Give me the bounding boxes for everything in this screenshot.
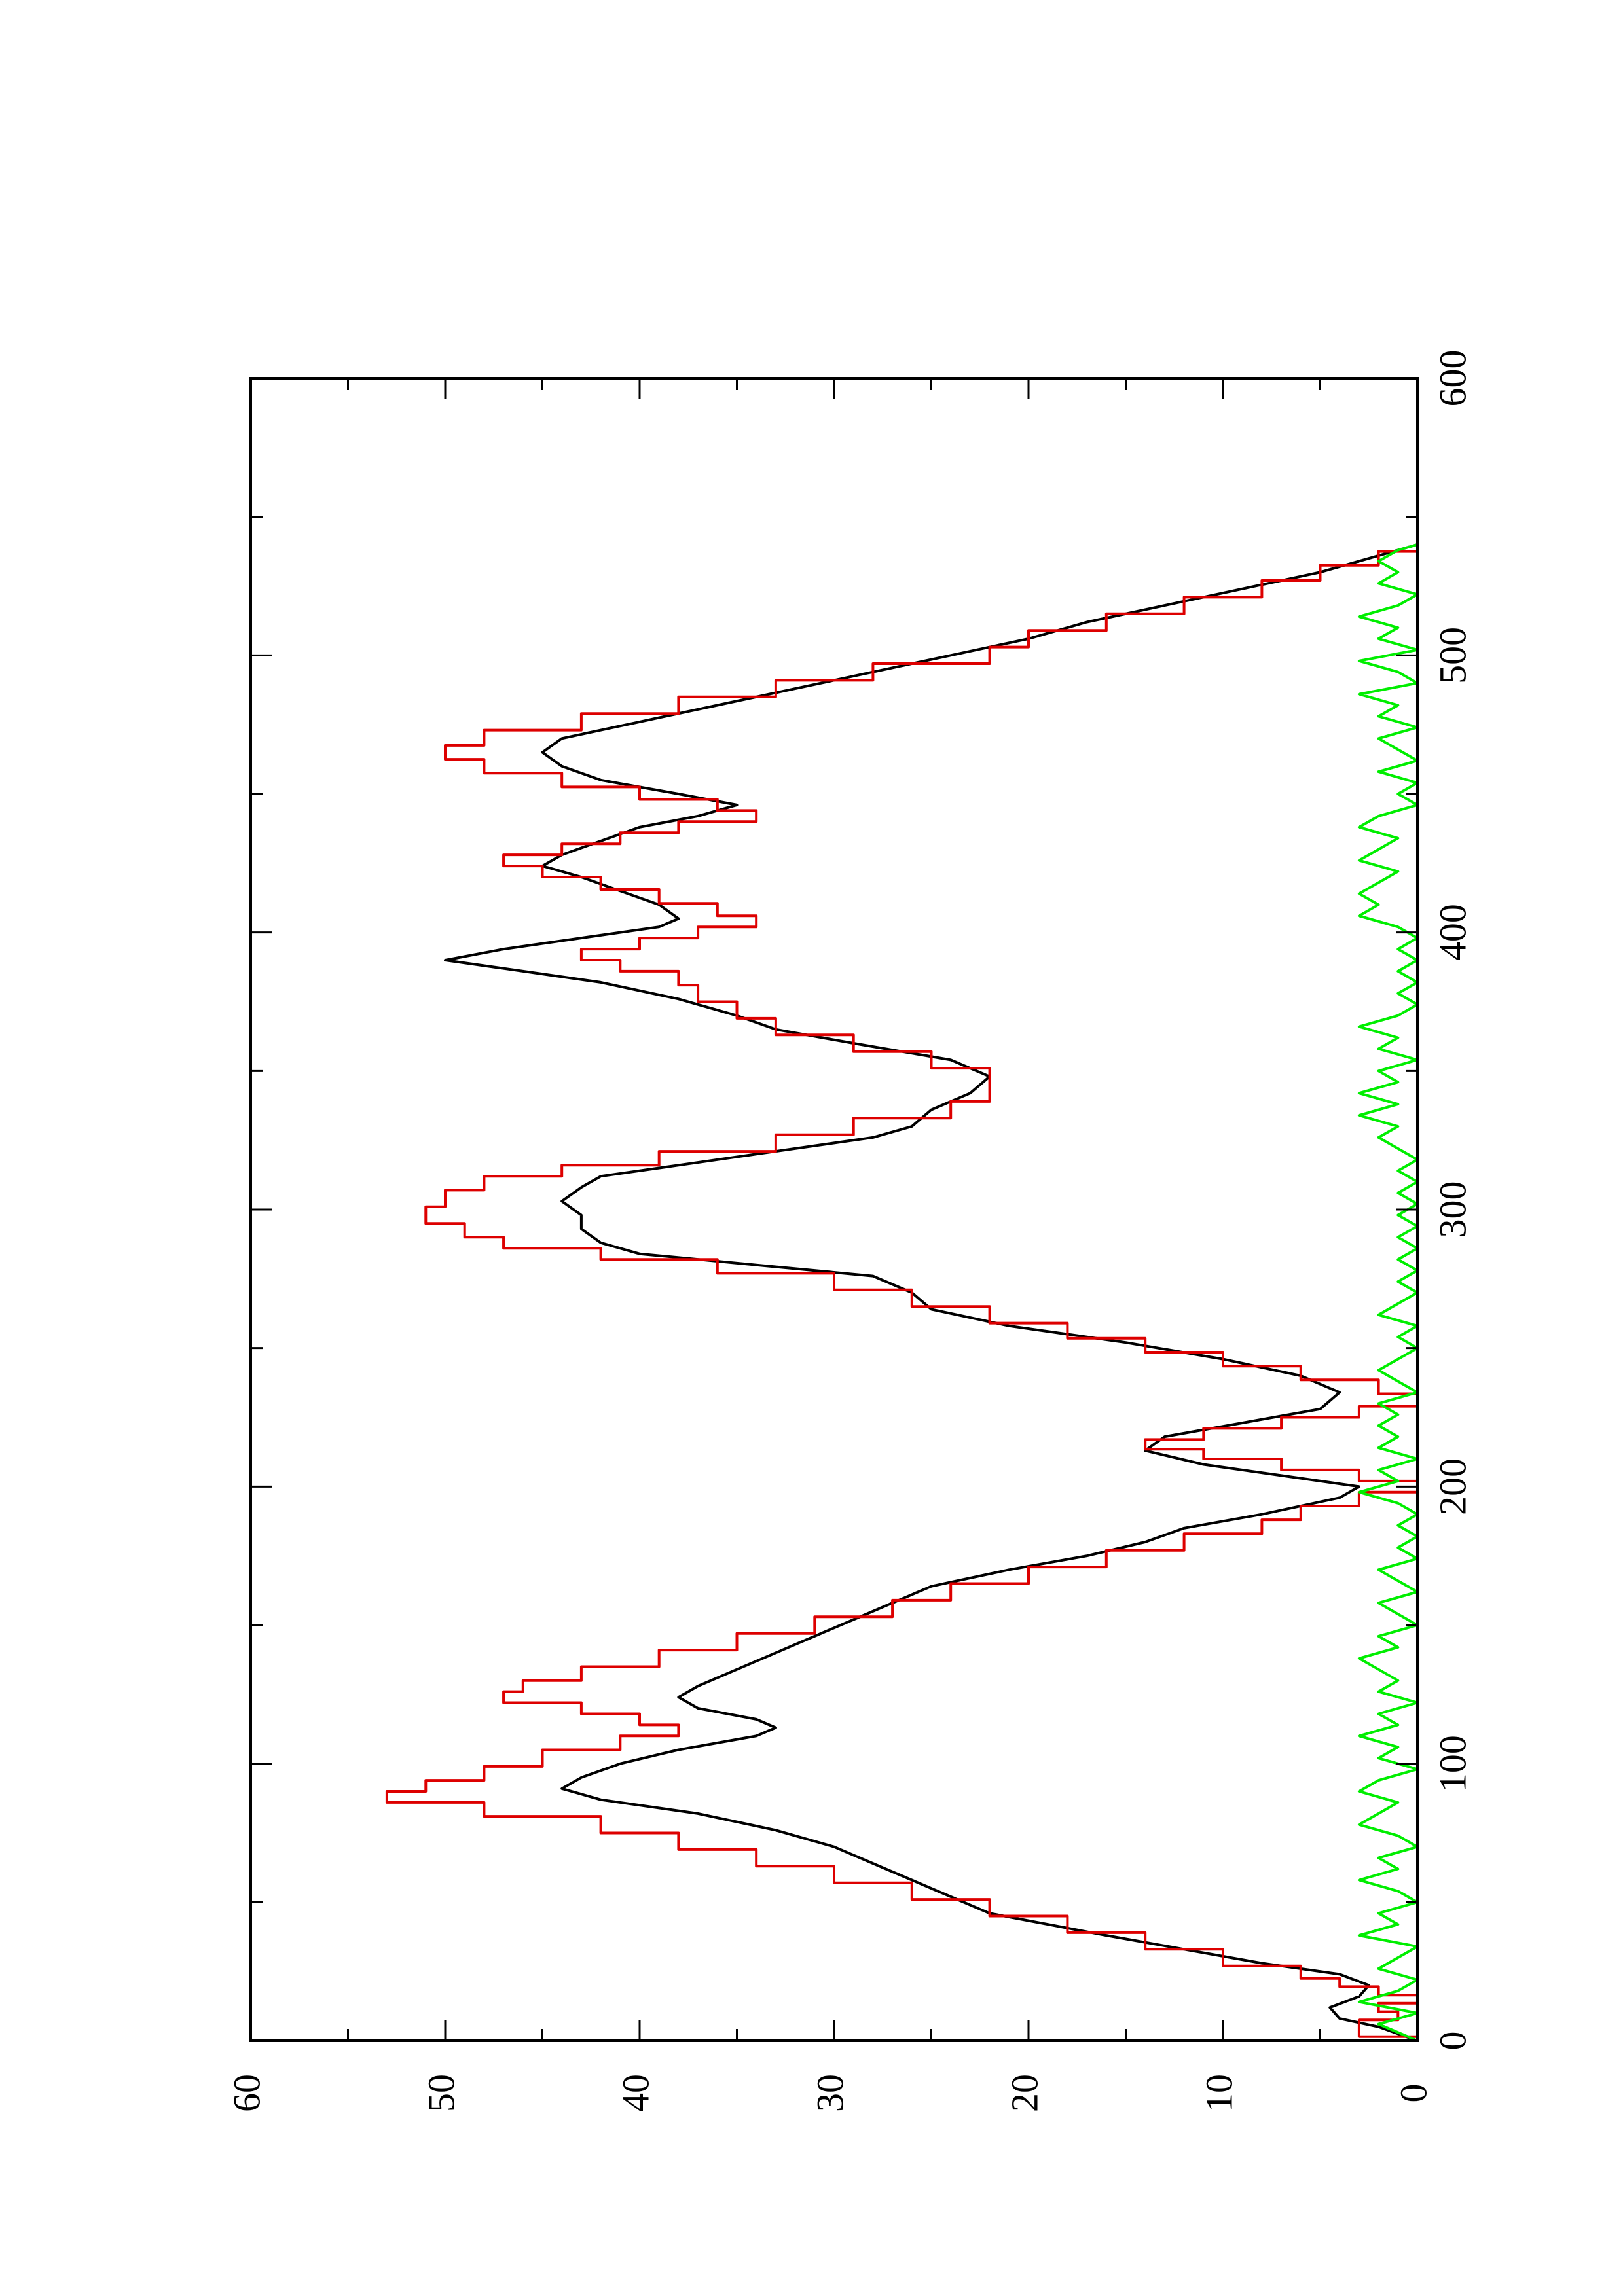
x-tick-label: 400 xyxy=(1431,904,1474,961)
x-tick-label: 600 xyxy=(1431,350,1474,407)
x-tick-label: 300 xyxy=(1431,1181,1474,1238)
y-tick-label: 40 xyxy=(614,2074,657,2112)
labels-layer: 0 100 200 300 400 500 600 0 10 20 30 40 50 60 xyxy=(225,350,1474,2113)
x-tick-label: 100 xyxy=(1431,1735,1474,1792)
y-tick-label: 30 xyxy=(809,2074,851,2112)
y-tick-label: 10 xyxy=(1197,2074,1240,2112)
y-tick-label: 60 xyxy=(225,2074,268,2112)
ticks-layer xyxy=(249,377,1419,2042)
plot-frame xyxy=(249,377,1419,2042)
series-line-2 xyxy=(385,545,1419,2041)
series-layer xyxy=(385,543,1419,2042)
x-tick-label: 200 xyxy=(1431,1458,1474,1515)
y-tick-label: 50 xyxy=(420,2074,462,2112)
series-line-3 xyxy=(1357,543,1419,2042)
y-tick-label: 20 xyxy=(1003,2074,1046,2112)
x-tick-label: 500 xyxy=(1431,627,1474,684)
x-tick-label: 0 xyxy=(1431,2032,1474,2051)
y-tick-label: 0 xyxy=(1392,2084,1434,2103)
